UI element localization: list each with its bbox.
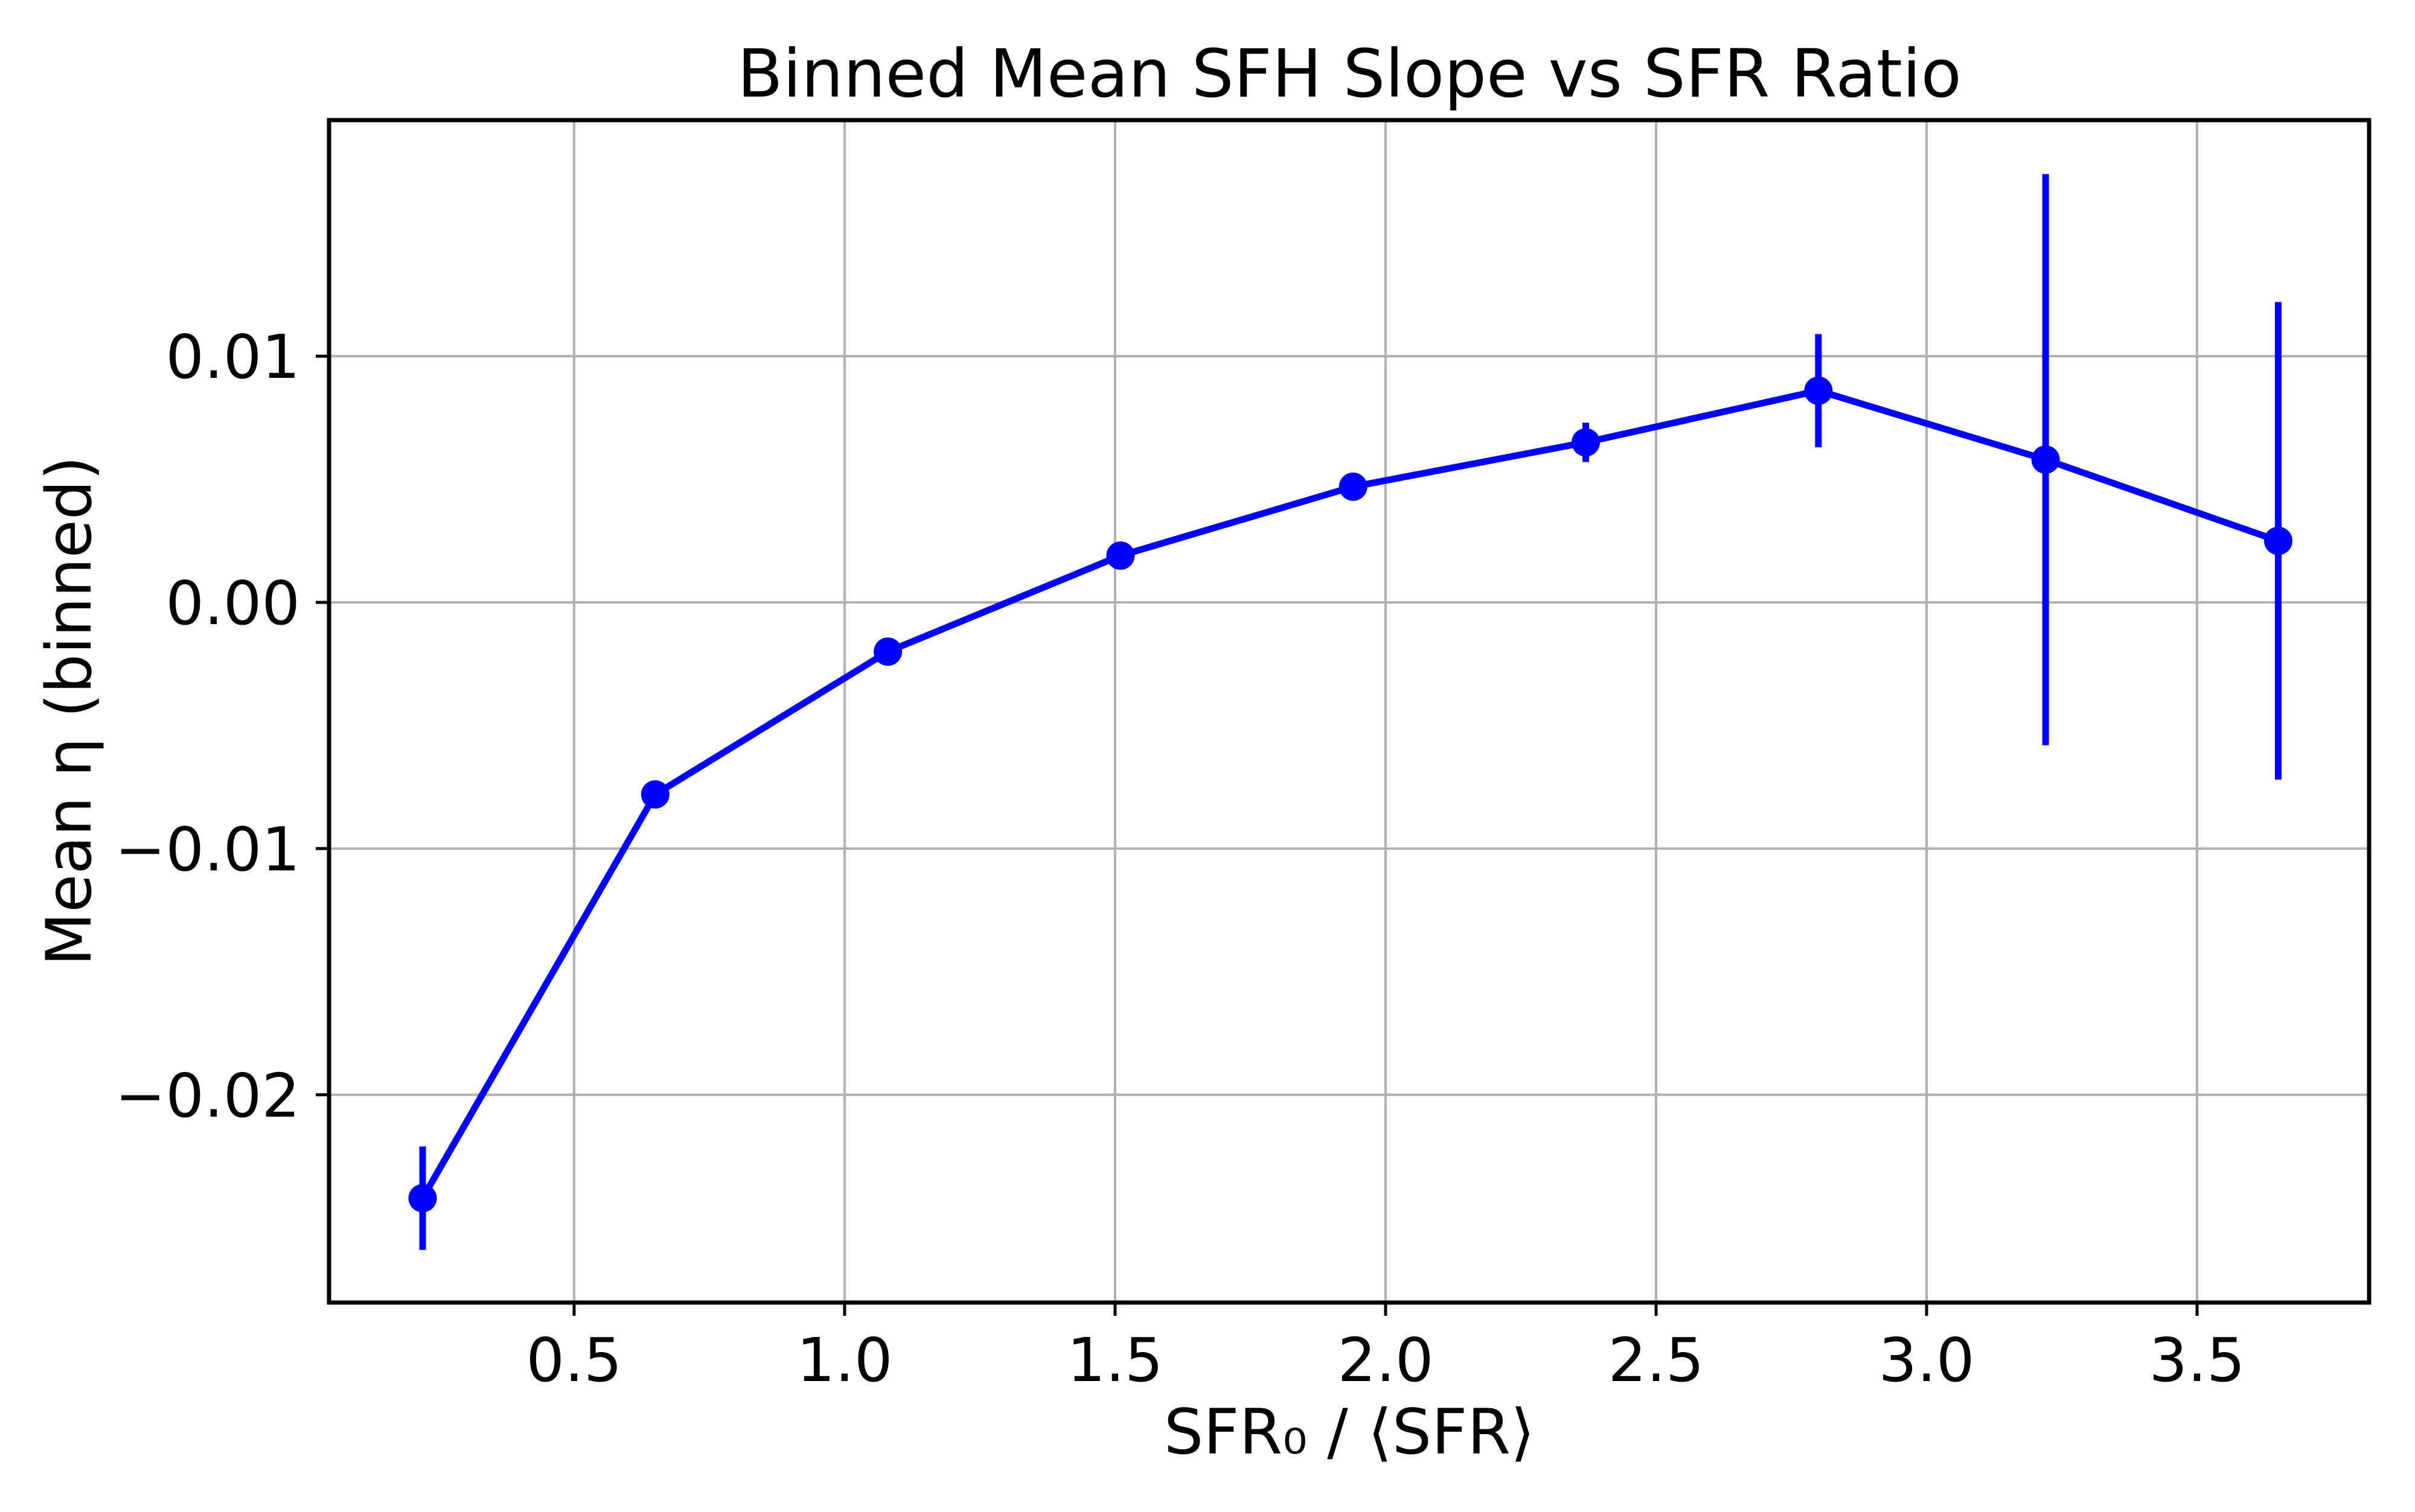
- axes-layer: [327, 118, 2372, 1305]
- data-point: [2031, 445, 2060, 474]
- x-tick-label: 1.0: [796, 1325, 892, 1396]
- x-tick-label: 3.5: [2149, 1325, 2245, 1396]
- x-tick-label: 1.5: [1067, 1325, 1163, 1396]
- data-point: [1572, 428, 1601, 457]
- data-point: [874, 637, 903, 666]
- grid-layer: [329, 120, 2369, 1303]
- ticks-layer: [316, 354, 2199, 1316]
- data-line: [420, 387, 2280, 1200]
- x-tick-label: 3.0: [1879, 1325, 1975, 1396]
- tick-labels-layer: 0.5 1.0 1.5 2.0 2.5 3.0 3.5 0.01 0.00 −0.01 −0.02: [115, 322, 2245, 1396]
- data-layer: [408, 174, 2292, 1250]
- x-tick-label: 0.5: [526, 1325, 622, 1396]
- data-point: [2263, 526, 2292, 555]
- data-point: [1804, 376, 1833, 405]
- y-tick-label: 0.00: [165, 568, 300, 639]
- chart-title: Binned Mean SFH Slope vs SFR Ratio: [737, 35, 1962, 112]
- x-tick-label: 2.5: [1608, 1325, 1704, 1396]
- y-tick-label: 0.01: [165, 322, 300, 392]
- data-point: [641, 780, 670, 809]
- data-point: [1106, 541, 1135, 570]
- x-tick-label: 2.0: [1337, 1325, 1433, 1396]
- data-point: [408, 1184, 437, 1213]
- y-axis-label: Mean η (binned): [33, 456, 106, 966]
- y-tick-label: −0.01: [115, 814, 300, 885]
- x-axis-label: SFR₀ / ⟨SFR⟩: [1164, 1396, 1535, 1469]
- data-point: [1339, 472, 1367, 501]
- plot-border: [327, 118, 2372, 1305]
- y-tick-label: −0.02: [115, 1061, 300, 1131]
